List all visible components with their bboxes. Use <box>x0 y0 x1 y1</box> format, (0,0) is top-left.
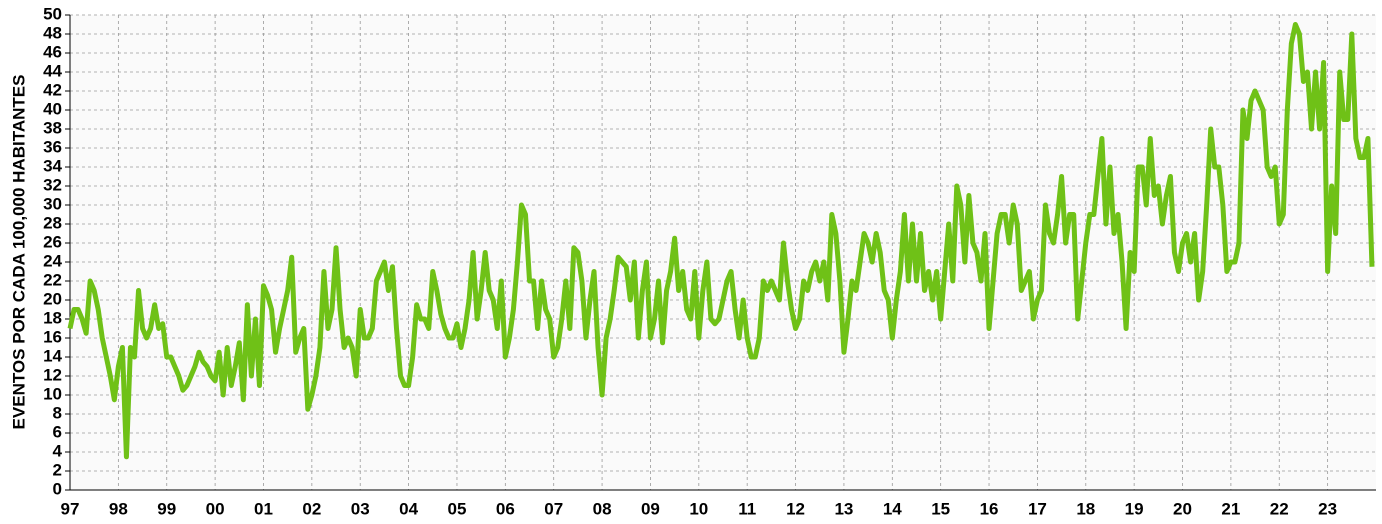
y-tick-label: 12 <box>43 365 62 384</box>
y-tick-label: 46 <box>43 42 62 61</box>
x-tick-label: 99 <box>157 499 176 518</box>
x-tick-label: 97 <box>61 499 80 518</box>
y-tick-label: 38 <box>43 118 62 137</box>
y-tick-label: 34 <box>43 156 62 175</box>
x-tick-label: 22 <box>1270 499 1289 518</box>
data-line <box>67 22 1375 460</box>
x-tick-label: 06 <box>496 499 515 518</box>
y-tick-label: 50 <box>43 4 62 23</box>
y-tick-label: 0 <box>53 479 62 498</box>
y-tick-label: 44 <box>43 61 62 80</box>
y-tick-label: 32 <box>43 175 62 194</box>
x-tick-label: 12 <box>786 499 805 518</box>
y-tick-label: 20 <box>43 289 62 308</box>
x-tick-label: 16 <box>980 499 999 518</box>
y-tick-label: 42 <box>43 80 62 99</box>
x-tick-label: 01 <box>254 499 273 518</box>
y-tick-label: 22 <box>43 270 62 289</box>
x-tick-label: 98 <box>109 499 128 518</box>
y-tick-label: 24 <box>43 251 62 270</box>
x-tick-label: 15 <box>931 499 950 518</box>
y-tick-label: 14 <box>43 346 62 365</box>
y-tick-label: 48 <box>43 23 62 42</box>
x-tick-label: 17 <box>1028 499 1047 518</box>
y-axis-label: EVENTOS POR CADA 100,000 HABITANTES <box>9 75 28 430</box>
x-tick-label: 20 <box>1173 499 1192 518</box>
y-tick-label: 6 <box>53 422 62 441</box>
y-tick-label: 18 <box>43 308 62 327</box>
x-tick-label: 18 <box>1076 499 1095 518</box>
x-tick-label: 03 <box>351 499 370 518</box>
y-tick-label: 28 <box>43 213 62 232</box>
x-tick-label: 11 <box>738 499 756 518</box>
y-tick-label: 16 <box>43 327 62 346</box>
x-tick-label: 07 <box>544 499 563 518</box>
y-tick-label: 8 <box>53 403 62 422</box>
x-tick-label: 23 <box>1318 499 1337 518</box>
x-tick-label: 00 <box>206 499 225 518</box>
x-tick-label: 04 <box>399 499 418 518</box>
x-tick-label: 08 <box>593 499 612 518</box>
y-tick-label: 26 <box>43 232 62 251</box>
y-tick-label: 2 <box>53 460 62 479</box>
x-tick-label: 09 <box>641 499 660 518</box>
y-tick-label: 4 <box>53 441 63 460</box>
y-tick-label: 36 <box>43 137 62 156</box>
x-tick-label: 10 <box>689 499 708 518</box>
x-tick-label: 02 <box>302 499 321 518</box>
x-tick-label: 13 <box>834 499 853 518</box>
x-tick-label: 19 <box>1125 499 1144 518</box>
x-tick-label: 21 <box>1221 499 1240 518</box>
plot-area <box>70 15 1376 490</box>
y-tick-label: 30 <box>43 194 62 213</box>
y-tick-label: 40 <box>43 99 62 118</box>
x-tick-label: 14 <box>883 499 902 518</box>
y-tick-label: 10 <box>43 384 62 403</box>
x-tick-label: 05 <box>448 499 467 518</box>
